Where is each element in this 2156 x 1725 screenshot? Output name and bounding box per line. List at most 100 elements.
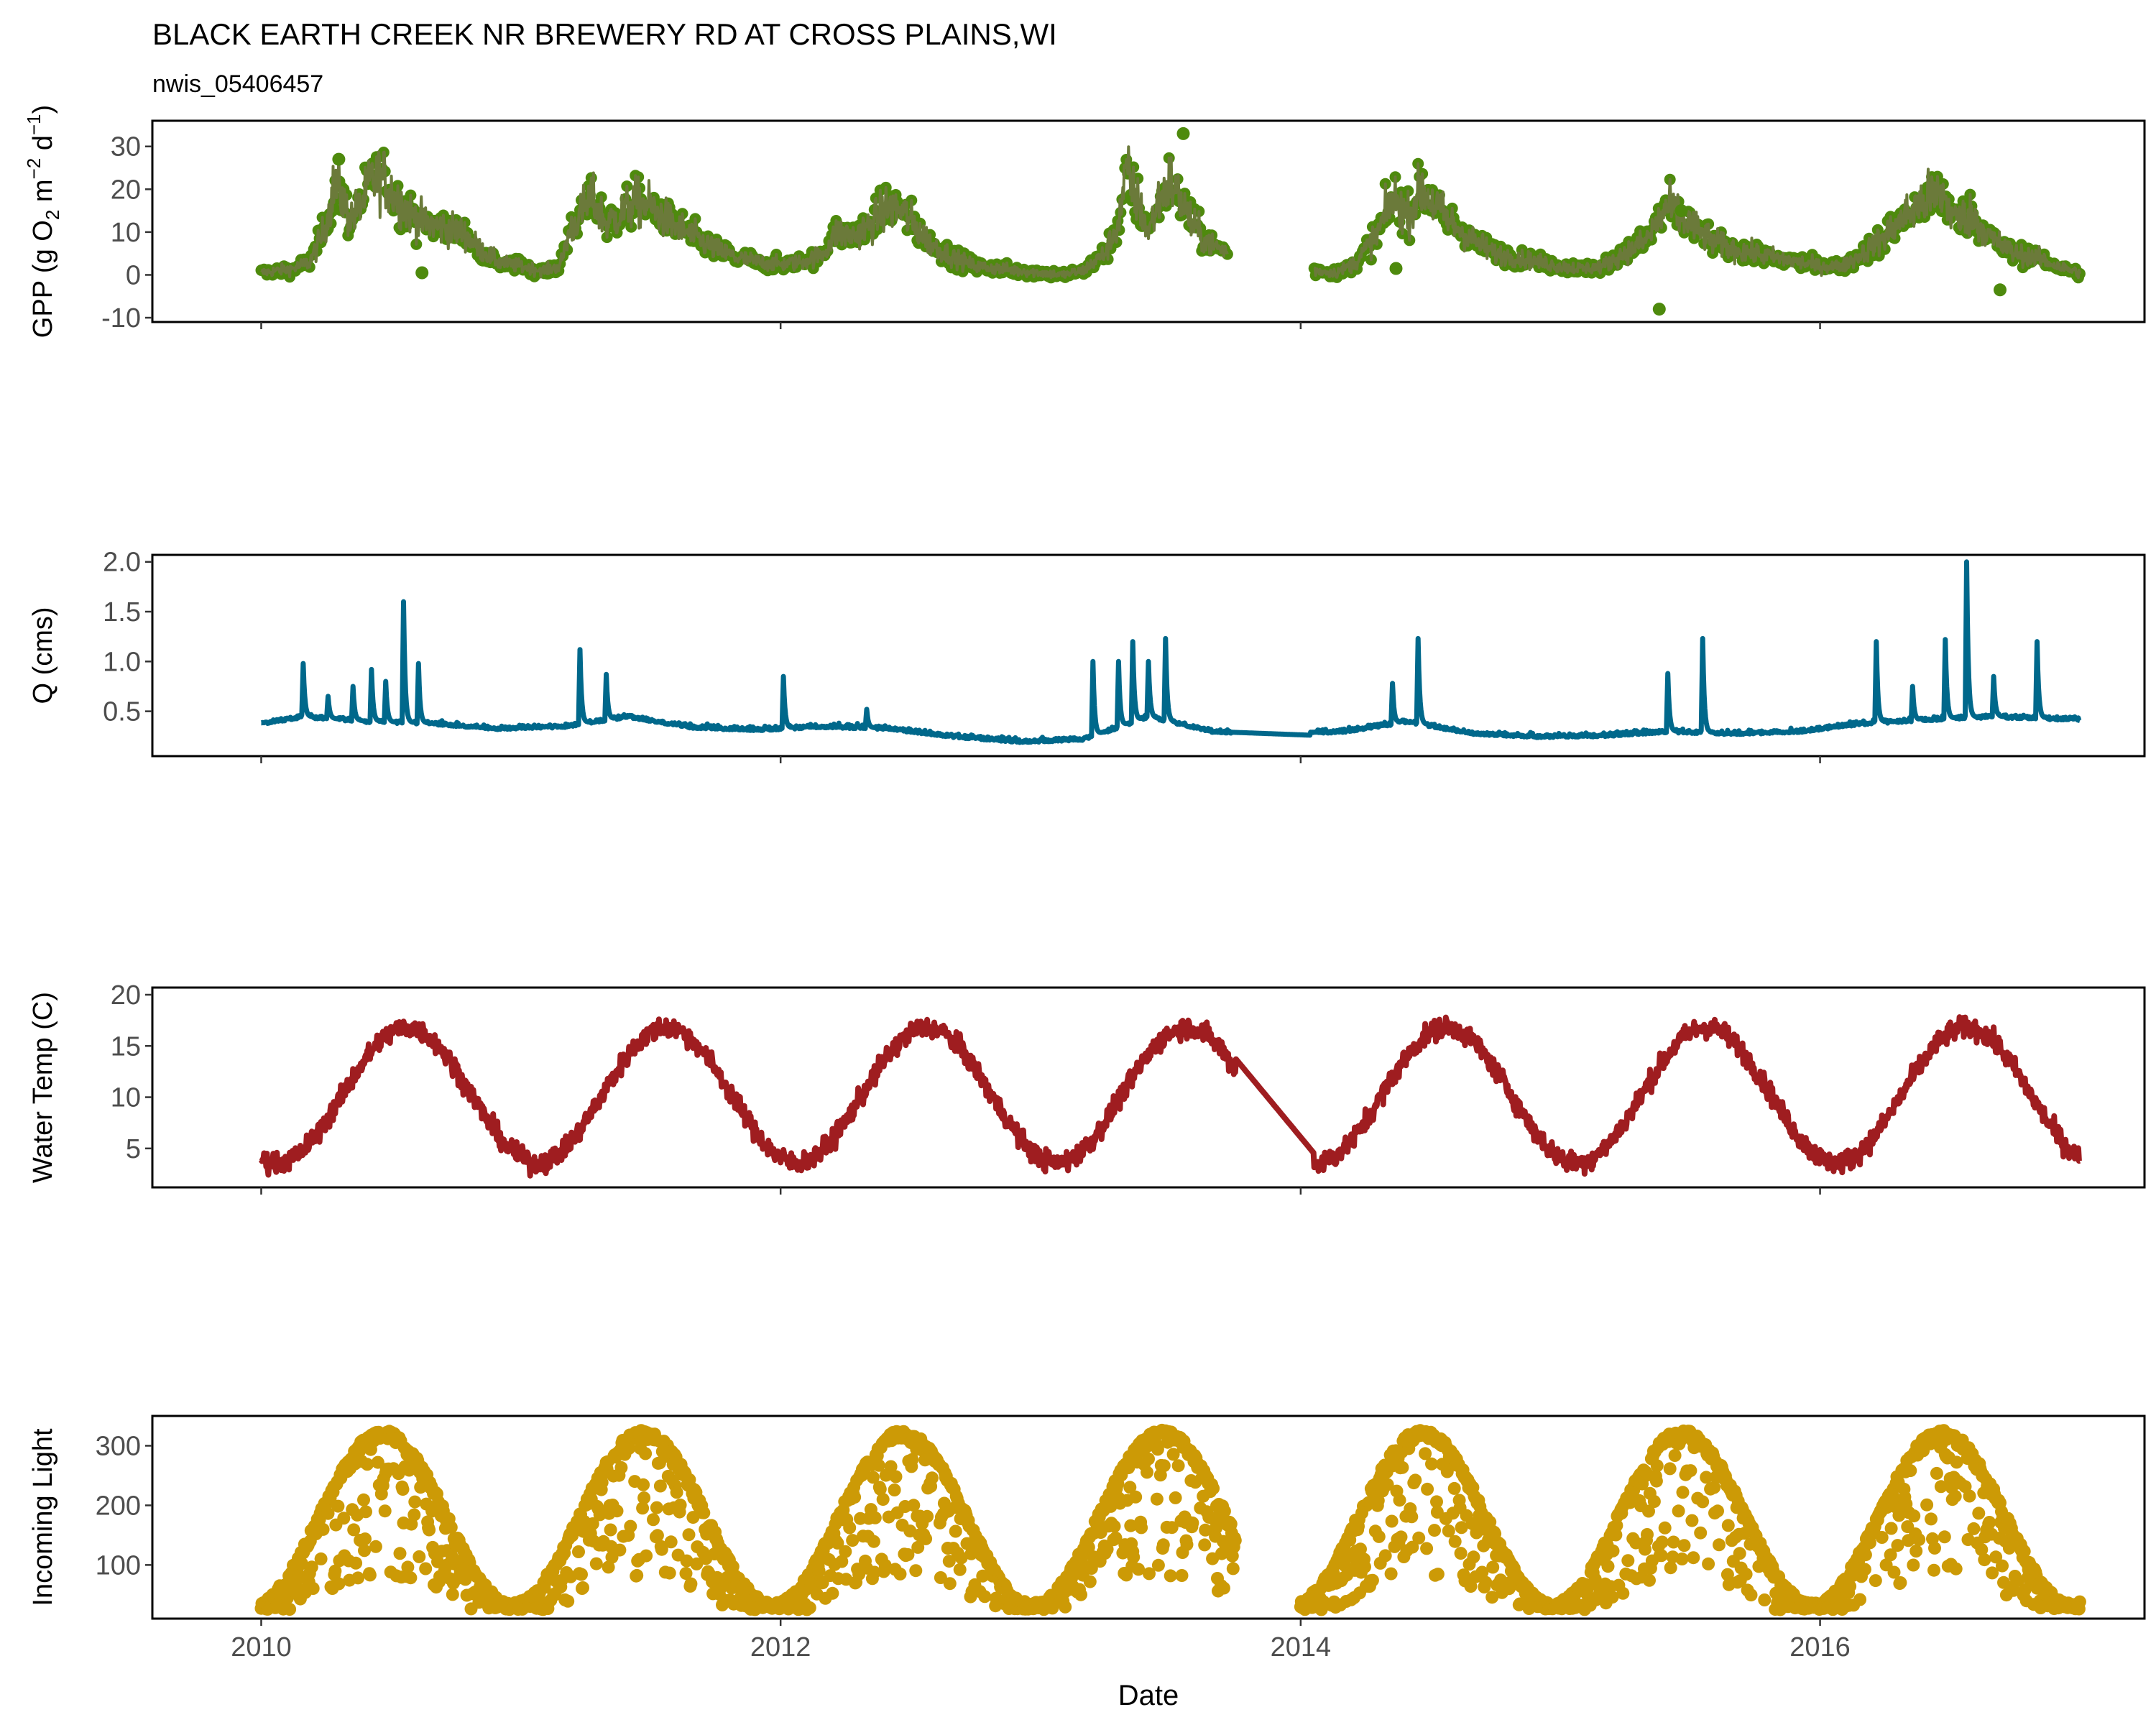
light-point bbox=[1384, 1567, 1398, 1581]
light-point bbox=[351, 1571, 365, 1585]
light-point bbox=[1479, 1576, 1493, 1589]
gpp-point bbox=[1389, 262, 1403, 275]
light-point bbox=[1486, 1560, 1500, 1574]
light-point bbox=[1685, 1514, 1699, 1527]
light-ytick-label: 100 bbox=[96, 1550, 141, 1581]
light-point bbox=[613, 1543, 627, 1557]
light-point bbox=[682, 1528, 696, 1542]
light-point bbox=[407, 1508, 421, 1522]
light-point bbox=[1171, 1459, 1185, 1473]
light-point bbox=[610, 1504, 624, 1518]
light-point bbox=[1658, 1521, 1672, 1535]
light-point bbox=[363, 1568, 377, 1582]
light-point bbox=[604, 1523, 617, 1537]
light-point bbox=[868, 1511, 882, 1524]
light-point bbox=[1467, 1550, 1480, 1564]
light-point bbox=[576, 1581, 589, 1594]
light-point bbox=[1684, 1464, 1697, 1478]
light-point bbox=[408, 1495, 422, 1509]
light-point bbox=[949, 1524, 962, 1538]
light-point bbox=[826, 1586, 839, 1600]
light-point bbox=[848, 1491, 862, 1504]
light-point bbox=[1421, 1482, 1434, 1496]
light-point bbox=[1621, 1554, 1635, 1568]
light-point bbox=[423, 1523, 436, 1537]
light-point bbox=[1677, 1539, 1691, 1552]
light-point bbox=[1967, 1522, 1981, 1535]
light-point bbox=[1616, 1586, 1630, 1600]
panel-gpp: -10 0 10 20 30 GPP (g O2 m−2 d−1) bbox=[23, 105, 2146, 338]
light-point bbox=[1175, 1569, 1189, 1582]
gpp-point bbox=[415, 266, 429, 280]
light-point bbox=[1606, 1544, 1620, 1558]
gpp-ylabel-end: ) bbox=[28, 105, 58, 114]
light-point bbox=[1420, 1542, 1434, 1555]
light-point bbox=[283, 1603, 297, 1616]
light-point bbox=[889, 1470, 903, 1484]
light-point bbox=[561, 1594, 575, 1608]
light-point bbox=[1930, 1466, 1943, 1480]
light-point bbox=[1972, 1506, 1986, 1520]
light-point bbox=[1758, 1593, 1772, 1606]
light-point bbox=[640, 1549, 653, 1563]
x-tick-label: 2010 bbox=[231, 1632, 292, 1662]
light-point bbox=[1938, 1530, 1951, 1544]
light-point bbox=[1643, 1573, 1656, 1587]
light-point bbox=[684, 1577, 698, 1591]
light-ytick-label: 300 bbox=[96, 1431, 141, 1461]
light-point bbox=[867, 1535, 880, 1548]
light-point bbox=[650, 1529, 664, 1542]
light-point bbox=[1150, 1492, 1164, 1506]
gpp-ytick-label: 0 bbox=[126, 260, 141, 290]
light-point bbox=[359, 1532, 372, 1546]
light-point bbox=[314, 1552, 328, 1565]
light-point bbox=[1721, 1519, 1735, 1532]
temp-ytick-label: 10 bbox=[111, 1083, 141, 1113]
light-point bbox=[1676, 1486, 1690, 1499]
light-point bbox=[1394, 1530, 1408, 1544]
light-point bbox=[919, 1532, 933, 1545]
light-point bbox=[1920, 1498, 1934, 1512]
light-point bbox=[639, 1447, 653, 1460]
light-point bbox=[572, 1545, 585, 1558]
light-point bbox=[1217, 1581, 1230, 1595]
light-point bbox=[1675, 1552, 1689, 1565]
light-point bbox=[978, 1590, 992, 1604]
light-point bbox=[1141, 1466, 1153, 1479]
light-point bbox=[1996, 1559, 2009, 1573]
light-point bbox=[1948, 1489, 1962, 1503]
gpp-ytick-label: 10 bbox=[111, 218, 141, 248]
light-point bbox=[1396, 1460, 1409, 1474]
light-point bbox=[1858, 1548, 1872, 1562]
light-point bbox=[1151, 1558, 1165, 1572]
light-point bbox=[575, 1568, 588, 1581]
gpp-point bbox=[332, 152, 346, 166]
light-ytick-label: 200 bbox=[96, 1491, 141, 1521]
light-point bbox=[1107, 1519, 1121, 1533]
light-point bbox=[1702, 1557, 1715, 1570]
gpp-ylabel-main: GPP (g O bbox=[28, 220, 58, 338]
q-ytick-label: 2.0 bbox=[103, 548, 141, 578]
q-ytick-label: 0.5 bbox=[103, 697, 141, 727]
x-tick-label: 2012 bbox=[750, 1632, 811, 1662]
light-point bbox=[1912, 1533, 1926, 1547]
light-point bbox=[650, 1501, 663, 1514]
light-point bbox=[1949, 1562, 1963, 1576]
light-point bbox=[888, 1484, 901, 1496]
gpp-ylabel-m: m bbox=[28, 179, 58, 209]
light-y-axis-label: Incoming Light bbox=[28, 1428, 58, 1606]
chart-subtitle: nwis_05406457 bbox=[152, 70, 323, 98]
light-point bbox=[1858, 1563, 1871, 1576]
light-point bbox=[413, 1550, 426, 1563]
light-point bbox=[1909, 1545, 1923, 1558]
light-point bbox=[637, 1478, 650, 1491]
gpp-marks bbox=[255, 126, 2086, 316]
light-point bbox=[1405, 1510, 1419, 1524]
gpp-ytick-label: -10 bbox=[101, 303, 141, 334]
light-point bbox=[614, 1460, 628, 1474]
light-point bbox=[331, 1499, 345, 1513]
light-point bbox=[921, 1509, 934, 1523]
light-point bbox=[1668, 1449, 1682, 1462]
light-point bbox=[1711, 1504, 1724, 1518]
light-point bbox=[2073, 1595, 2086, 1609]
